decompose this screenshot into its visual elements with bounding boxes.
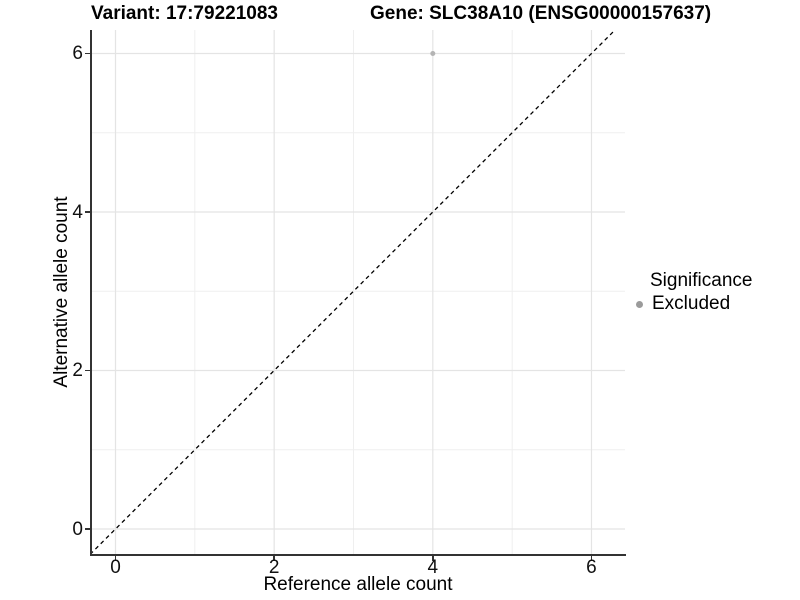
x-axis-title: Reference allele count <box>263 574 453 595</box>
y-axis-tick <box>85 211 90 213</box>
legend-item-label: Excluded <box>652 293 731 314</box>
legend-title: Significance <box>650 270 753 291</box>
y-axis-tick <box>85 369 90 372</box>
identity-line <box>91 30 616 554</box>
y-tick-label: 2 <box>72 360 83 382</box>
x-axis-line <box>90 554 626 556</box>
x-tick-label: 4 <box>427 557 439 578</box>
x-tick-label: 2 <box>268 557 280 578</box>
x-axis-tick <box>114 555 117 561</box>
y-tick-label: 0 <box>72 518 83 540</box>
y-axis-line <box>90 30 92 556</box>
x-tick-label: 0 <box>110 557 121 578</box>
plot-canvas <box>91 30 625 554</box>
legend-item-excluded: Excluded <box>633 293 752 315</box>
y-axis-title: Alternative allele count <box>51 196 72 388</box>
data-point <box>430 51 436 56</box>
y-axis-tick <box>85 528 90 530</box>
excluded-point-icon <box>636 300 643 308</box>
x-axis-tick <box>432 555 434 561</box>
plot-panel <box>91 30 625 554</box>
x-tick-label: 6 <box>586 557 597 578</box>
y-axis-tick <box>85 52 90 55</box>
x-axis-tick <box>273 555 275 561</box>
x-axis-tick <box>590 555 593 561</box>
plot-title-variant: Variant: 17:79221083 <box>91 3 278 24</box>
plot-title-gene: Gene: SLC38A10 (ENSG00000157637) <box>370 3 712 24</box>
legend: Significance Excluded <box>633 270 752 315</box>
y-tick-label: 6 <box>72 43 83 65</box>
y-tick-label: 4 <box>72 201 83 223</box>
